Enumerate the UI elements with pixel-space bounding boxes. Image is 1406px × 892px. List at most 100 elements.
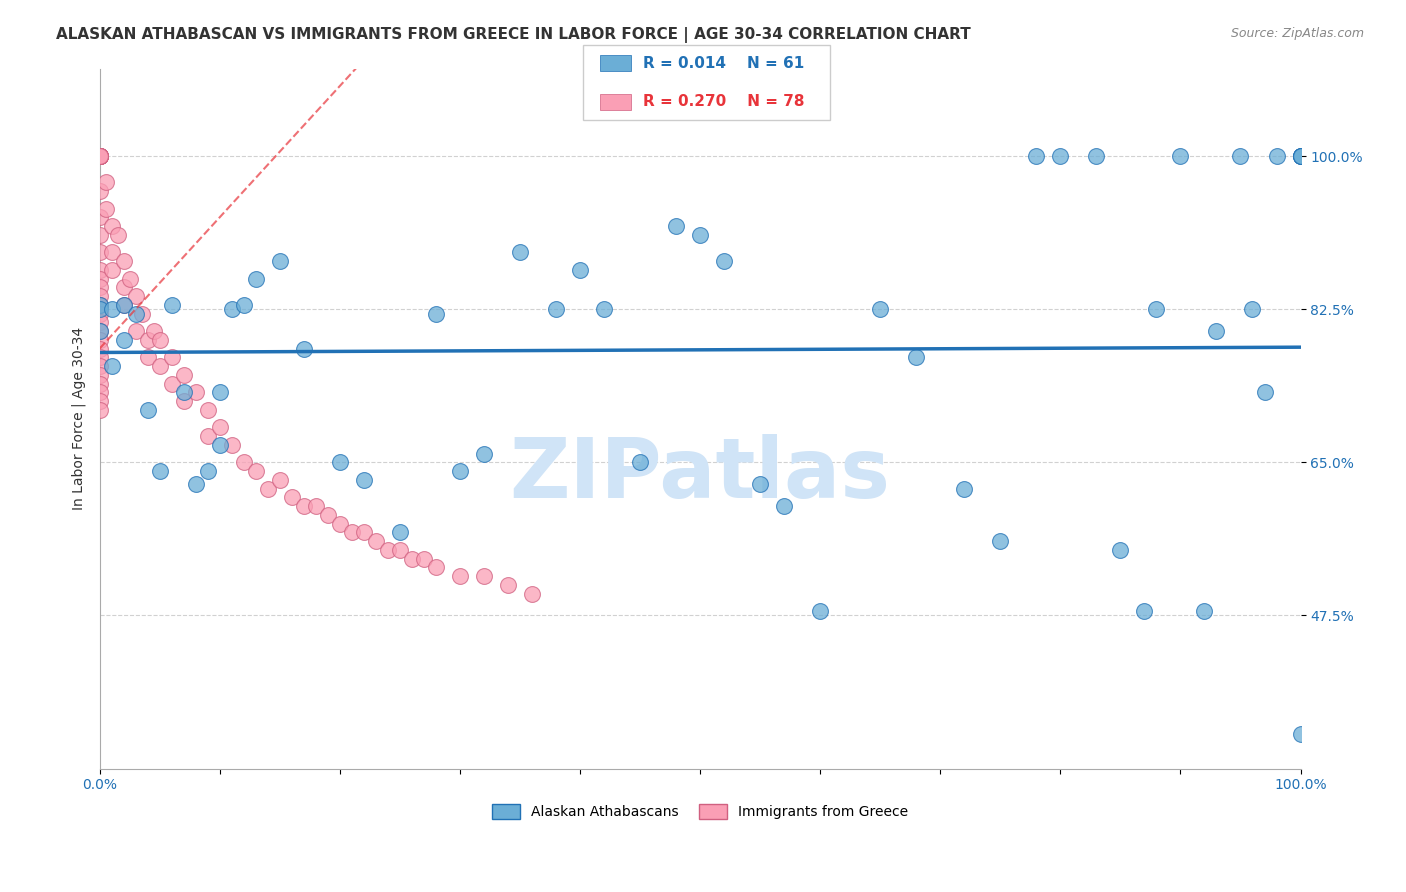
Alaskan Athabascans xyxy=(569,262,592,277)
Y-axis label: In Labor Force | Age 30-34: In Labor Force | Age 30-34 xyxy=(72,327,86,510)
Immigrants from Greece xyxy=(89,245,111,260)
Immigrants from Greece xyxy=(197,429,219,443)
Immigrants from Greece xyxy=(256,482,278,496)
Immigrants from Greece xyxy=(118,271,141,285)
Immigrants from Greece xyxy=(112,280,135,294)
Immigrants from Greece xyxy=(100,245,122,260)
Immigrants from Greece xyxy=(89,211,111,225)
Immigrants from Greece xyxy=(197,402,219,417)
Alaskan Athabascans xyxy=(1289,726,1312,740)
Immigrants from Greece xyxy=(107,227,129,242)
Immigrants from Greece xyxy=(89,149,111,163)
Immigrants from Greece xyxy=(89,280,111,294)
Alaskan Athabascans xyxy=(329,455,352,469)
Immigrants from Greece xyxy=(89,149,111,163)
Alaskan Athabascans xyxy=(628,455,651,469)
Immigrants from Greece xyxy=(89,359,111,373)
Immigrants from Greece xyxy=(89,149,111,163)
Alaskan Athabascans xyxy=(988,534,1011,549)
Immigrants from Greece xyxy=(232,455,254,469)
Immigrants from Greece xyxy=(89,149,111,163)
Alaskan Athabascans xyxy=(1170,149,1192,163)
Immigrants from Greece xyxy=(173,368,195,382)
Immigrants from Greece xyxy=(221,438,243,452)
Immigrants from Greece xyxy=(160,351,183,365)
Alaskan Athabascans xyxy=(388,525,411,540)
Immigrants from Greece xyxy=(89,262,111,277)
Alaskan Athabascans xyxy=(197,464,219,478)
Alaskan Athabascans xyxy=(713,254,735,268)
Immigrants from Greece xyxy=(449,569,471,583)
Immigrants from Greece xyxy=(520,586,543,600)
Immigrants from Greece xyxy=(149,359,172,373)
Alaskan Athabascans xyxy=(808,604,831,618)
Alaskan Athabascans xyxy=(1085,149,1108,163)
Alaskan Athabascans xyxy=(184,477,207,491)
Alaskan Athabascans xyxy=(1289,149,1312,163)
Immigrants from Greece xyxy=(89,324,111,338)
Alaskan Athabascans xyxy=(1289,149,1312,163)
Immigrants from Greece xyxy=(89,394,111,409)
Alaskan Athabascans xyxy=(160,298,183,312)
Immigrants from Greece xyxy=(160,376,183,391)
Alaskan Athabascans xyxy=(1289,149,1312,163)
Alaskan Athabascans xyxy=(208,438,231,452)
Text: ALASKAN ATHABASCAN VS IMMIGRANTS FROM GREECE IN LABOR FORCE | AGE 30-34 CORRELAT: ALASKAN ATHABASCAN VS IMMIGRANTS FROM GR… xyxy=(56,27,972,43)
Alaskan Athabascans xyxy=(593,302,616,317)
Alaskan Athabascans xyxy=(100,359,122,373)
Immigrants from Greece xyxy=(89,342,111,356)
Text: Source: ZipAtlas.com: Source: ZipAtlas.com xyxy=(1230,27,1364,40)
Alaskan Athabascans xyxy=(1253,385,1275,400)
Immigrants from Greece xyxy=(472,569,495,583)
Immigrants from Greece xyxy=(136,333,159,347)
Immigrants from Greece xyxy=(89,227,111,242)
Immigrants from Greece xyxy=(89,149,111,163)
Alaskan Athabascans xyxy=(449,464,471,478)
Alaskan Athabascans xyxy=(749,477,772,491)
Immigrants from Greece xyxy=(377,542,399,557)
Alaskan Athabascans xyxy=(173,385,195,400)
Alaskan Athabascans xyxy=(100,302,122,317)
Immigrants from Greece xyxy=(112,298,135,312)
Alaskan Athabascans xyxy=(689,227,711,242)
Alaskan Athabascans xyxy=(353,473,375,487)
Alaskan Athabascans xyxy=(89,298,111,312)
Alaskan Athabascans xyxy=(1109,542,1132,557)
Alaskan Athabascans xyxy=(1144,302,1167,317)
Immigrants from Greece xyxy=(89,149,111,163)
Text: R = 0.270    N = 78: R = 0.270 N = 78 xyxy=(643,95,804,109)
Immigrants from Greece xyxy=(340,525,363,540)
Alaskan Athabascans xyxy=(149,464,172,478)
Immigrants from Greece xyxy=(112,254,135,268)
Alaskan Athabascans xyxy=(1025,149,1047,163)
Alaskan Athabascans xyxy=(245,271,267,285)
Alaskan Athabascans xyxy=(1241,302,1264,317)
Alaskan Athabascans xyxy=(472,446,495,460)
Alaskan Athabascans xyxy=(112,333,135,347)
Immigrants from Greece xyxy=(136,351,159,365)
Alaskan Athabascans xyxy=(1229,149,1251,163)
Immigrants from Greece xyxy=(124,324,146,338)
Immigrants from Greece xyxy=(131,307,153,321)
Immigrants from Greece xyxy=(281,491,304,505)
Immigrants from Greece xyxy=(89,289,111,303)
Alaskan Athabascans xyxy=(869,302,891,317)
Alaskan Athabascans xyxy=(1265,149,1288,163)
Immigrants from Greece xyxy=(269,473,291,487)
Immigrants from Greece xyxy=(89,351,111,365)
Alaskan Athabascans xyxy=(124,307,146,321)
Alaskan Athabascans xyxy=(665,219,688,233)
Alaskan Athabascans xyxy=(136,402,159,417)
Immigrants from Greece xyxy=(401,551,423,566)
Immigrants from Greece xyxy=(89,149,111,163)
Alaskan Athabascans xyxy=(905,351,928,365)
Immigrants from Greece xyxy=(142,324,165,338)
Immigrants from Greece xyxy=(100,219,122,233)
Immigrants from Greece xyxy=(89,307,111,321)
Immigrants from Greece xyxy=(89,376,111,391)
Alaskan Athabascans xyxy=(89,324,111,338)
Alaskan Athabascans xyxy=(232,298,254,312)
Immigrants from Greece xyxy=(94,202,117,216)
Alaskan Athabascans xyxy=(208,385,231,400)
Immigrants from Greece xyxy=(89,315,111,329)
